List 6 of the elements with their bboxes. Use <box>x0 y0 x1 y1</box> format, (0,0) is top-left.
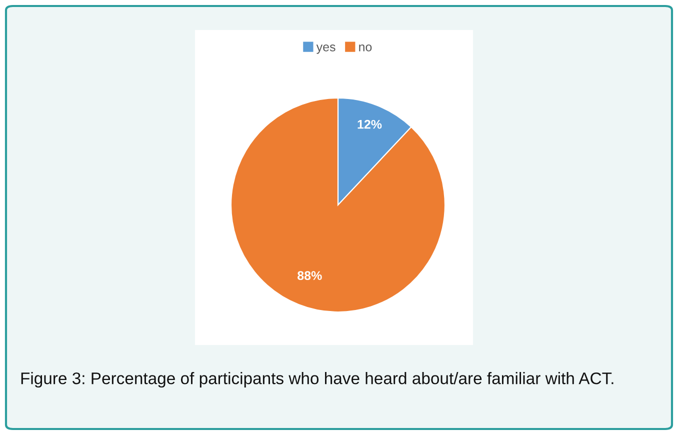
legend-label: yes <box>316 44 336 54</box>
pie-slice <box>230 97 446 313</box>
legend-label: no <box>359 44 372 52</box>
data-label: 12% <box>358 120 382 129</box>
caption: Figure 3: Percentage of participants who have heard about/are familiar with ACT. <box>21 372 614 388</box>
data-label: 88% <box>298 271 322 280</box>
